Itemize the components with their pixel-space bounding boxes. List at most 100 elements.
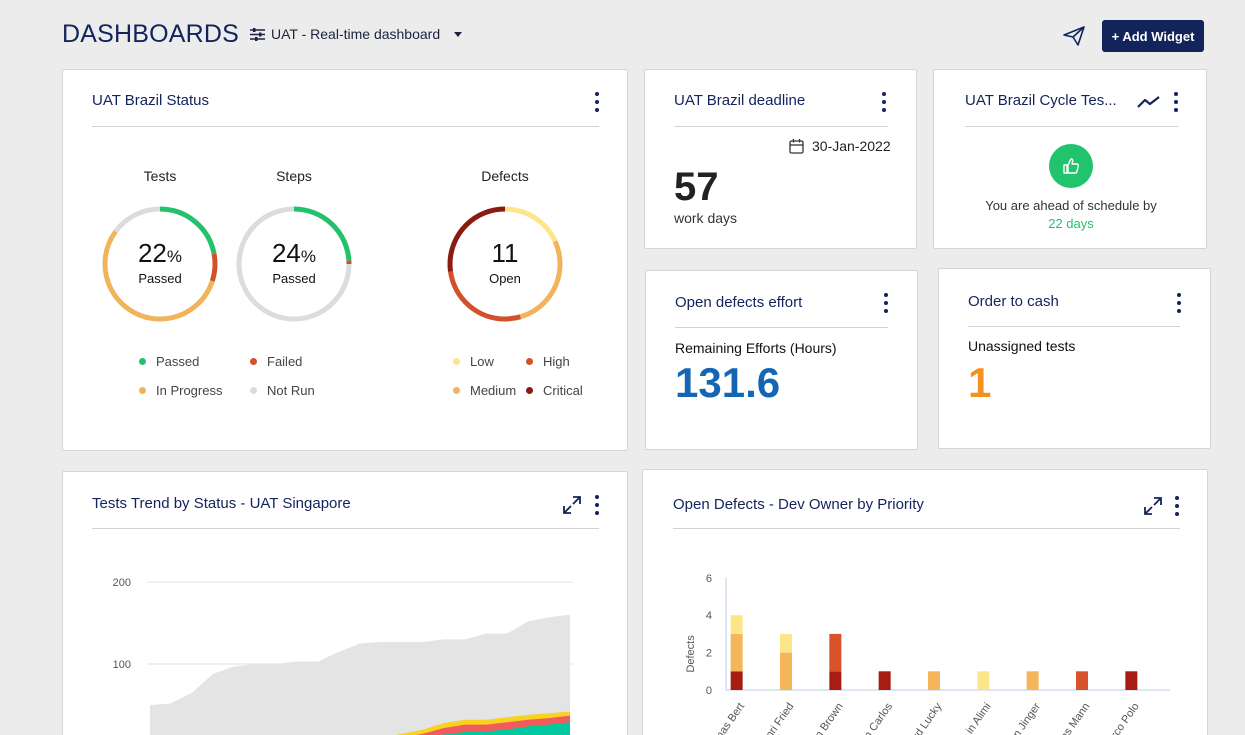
x-tick-label: rd Lucky [911, 700, 945, 735]
steps-donut-chart [236, 206, 352, 322]
cycle-widget: UAT Brazil Cycle Tes... You are ahead of… [933, 69, 1207, 249]
thumbs-up-icon [1049, 144, 1093, 188]
bar-medium[interactable] [730, 633, 743, 672]
bar-critical[interactable] [730, 671, 743, 690]
legend-low: Low [453, 354, 494, 369]
divider [92, 528, 599, 529]
status-widget: UAT Brazil Status Tests Steps Defects 22… [62, 69, 628, 451]
top-bar: DASHBOARDS UAT - Real-time dashboard + A… [0, 0, 1245, 68]
tests-segment-not-run [102, 206, 218, 322]
steps-passed-label: Passed [272, 271, 316, 286]
unassigned-tests-label: Unassigned tests [968, 338, 1076, 354]
bar-critical[interactable] [1125, 671, 1138, 690]
defects-segment-medium [447, 206, 563, 322]
more-options-icon[interactable] [1171, 92, 1181, 112]
y-tick-label: 100 [113, 659, 131, 671]
defects-donut-chart [447, 206, 563, 322]
x-tick-label: nri Fried [763, 701, 796, 735]
y-tick-label: 0 [706, 685, 712, 697]
x-tick-label: on Jinger [1007, 701, 1043, 735]
deadline-widget-title: UAT Brazil deadline [674, 92, 806, 109]
y-tick-label: 6 [706, 573, 712, 585]
unassigned-tests-value: 1 [968, 359, 992, 406]
tests-segment-in-progress [102, 206, 218, 322]
cycle-widget-title: UAT Brazil Cycle Tes... [965, 92, 1117, 109]
effort-widget: Open defects effort Remaining Efforts (H… [645, 270, 918, 450]
legend-passed: Passed [139, 354, 199, 369]
tests-trend-widget: Tests Trend by Status - UAT Singapore 10… [62, 471, 628, 735]
tests-trend-area-chart: 100 200 [113, 577, 573, 735]
bar-low[interactable] [780, 633, 792, 653]
tests-segment-failed [102, 206, 218, 322]
add-widget-button[interactable]: + Add Widget [1102, 20, 1204, 52]
divider [965, 126, 1178, 127]
defects-open-label: Open [489, 271, 521, 286]
legend-medium: Medium [453, 383, 516, 398]
defects-by-owner-title: Open Defects - Dev Owner by Priority [673, 496, 924, 513]
y-tick-label: 2 [706, 648, 712, 660]
bar-high[interactable] [829, 633, 842, 672]
area-series-3 [441, 722, 570, 735]
area-series-0 [150, 614, 570, 735]
send-icon[interactable] [1062, 24, 1086, 48]
bar-low[interactable] [977, 671, 990, 690]
divider [673, 528, 1180, 529]
x-tick-label: rco Polo [1109, 701, 1142, 735]
order-to-cash-title: Order to cash [968, 293, 1059, 310]
tests-ring-title: Tests [143, 168, 177, 184]
effort-value: 131.6 [675, 359, 781, 406]
bar-critical[interactable] [829, 671, 842, 690]
defects-open-value: 11 [491, 238, 519, 268]
more-options-icon[interactable] [881, 293, 891, 313]
expand-icon[interactable] [562, 495, 582, 515]
more-options-icon[interactable] [879, 92, 889, 112]
more-options-icon[interactable] [592, 92, 602, 112]
bar-low[interactable] [730, 615, 743, 634]
effort-widget-title: Open defects effort [675, 294, 803, 311]
more-options-icon[interactable] [1174, 293, 1184, 313]
order-to-cash-widget: Order to cash Unassigned tests 1 [938, 268, 1211, 449]
tests-donut-chart [102, 206, 218, 322]
bar-medium[interactable] [1026, 671, 1039, 690]
legend-high: High [526, 354, 570, 369]
steps-segment-not-run [236, 206, 352, 322]
work-days-value: 57 [674, 165, 719, 209]
bar-high[interactable] [1076, 671, 1088, 690]
y-tick-label: 4 [706, 610, 712, 622]
legend-in-progress: In Progress [139, 383, 222, 398]
calendar-icon [789, 139, 804, 154]
page-title: DASHBOARDS [62, 20, 240, 48]
deadline-date: 30-Jan-2022 [789, 138, 891, 154]
expand-icon[interactable] [1143, 496, 1163, 516]
y-axis-label: Defects [685, 635, 697, 673]
bar-critical[interactable] [878, 671, 891, 690]
y-tick-label: 200 [113, 577, 131, 589]
dashboard-selector[interactable]: UAT - Real-time dashboard [250, 26, 463, 42]
deadline-widget: UAT Brazil deadline 30-Jan-2022 57 work … [644, 69, 917, 249]
defects-ring-title: Defects [481, 168, 529, 184]
divider [92, 126, 599, 127]
x-tick-label: n Brown [813, 701, 846, 735]
more-options-icon[interactable] [592, 495, 602, 515]
x-tick-label: in Alimi [964, 701, 994, 735]
schedule-message: You are ahead of schedule by [985, 198, 1157, 213]
schedule-days: 22 days [1048, 216, 1094, 231]
x-tick-label: n Carlos [862, 700, 896, 735]
trend-line-icon[interactable] [1137, 95, 1161, 109]
legend-critical: Critical [526, 383, 583, 398]
defects-by-owner-widget: Open Defects - Dev Owner by Priority 0 2 4… [642, 469, 1208, 735]
tests-trend-title: Tests Trend by Status - UAT Singapore [92, 495, 351, 512]
divider [968, 326, 1180, 327]
tests-passed-value: 22% [137, 238, 183, 268]
more-options-icon[interactable] [1172, 496, 1182, 516]
divider [675, 327, 888, 328]
tests-passed-label: Passed [138, 271, 182, 286]
filter-sliders-icon [250, 27, 265, 41]
bar-medium[interactable] [780, 652, 792, 690]
defects-segment-high [447, 206, 563, 322]
status-widget-title: UAT Brazil Status [92, 92, 209, 109]
work-days-label: work days [674, 210, 738, 226]
legend-not-run: Not Run [250, 383, 315, 398]
defects-by-owner-bar-chart: 0 2 4 6 Defects mas Bert nri Fried n Brown n Car… [685, 573, 1170, 735]
bar-medium[interactable] [928, 671, 940, 690]
